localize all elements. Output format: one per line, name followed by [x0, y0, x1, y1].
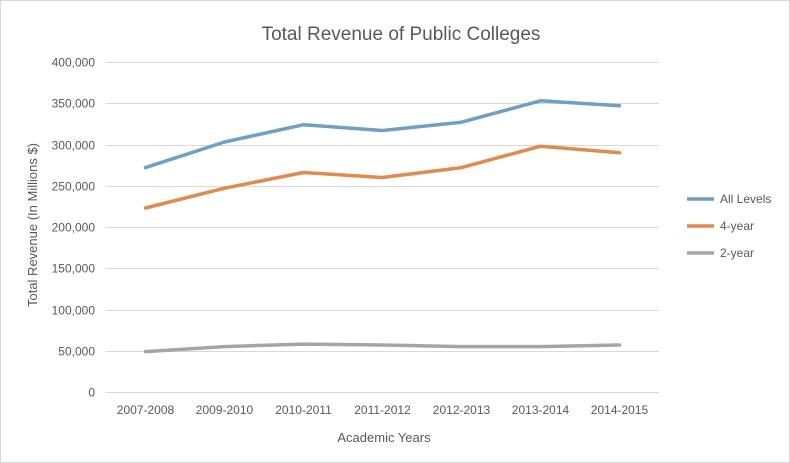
x-tick-label: 2010-2011 — [275, 403, 332, 417]
x-tick-label: 2007-2008 — [117, 403, 175, 417]
legend-label: 2-year — [720, 246, 754, 260]
y-axis-label: Total Revenue (In Millions $) — [25, 143, 40, 307]
y-tick-label: 250,000 — [52, 180, 96, 194]
legend: All Levels 4-year 2-year — [687, 192, 771, 260]
y-axis-ticks: 0 50,000 100,000 150,000 200,000 250,000 300,0… — [52, 56, 96, 400]
gridlines — [106, 62, 659, 393]
x-tick-label: 2009-2010 — [196, 403, 254, 417]
y-tick-label: 100,000 — [52, 304, 96, 318]
x-tick-label: 2014-2015 — [591, 403, 649, 417]
x-tick-label: 2012-2013 — [433, 403, 491, 417]
series-line-4-year — [143, 144, 622, 210]
y-tick-label: 300,000 — [52, 139, 96, 153]
y-tick-label: 0 — [88, 386, 95, 400]
series-line-2-year — [143, 342, 622, 354]
y-tick-label: 350,000 — [52, 97, 96, 111]
x-tick-label: 2013-2014 — [512, 403, 570, 417]
y-tick-label: 150,000 — [52, 262, 96, 276]
series-lines — [143, 99, 622, 354]
y-tick-label: 50,000 — [58, 345, 95, 359]
x-axis-ticks: 2007-2008 2009-2010 2010-2011 2011-2012 2012… — [117, 403, 649, 417]
y-tick-label: 400,000 — [52, 56, 96, 70]
series-line-all-levels — [143, 99, 622, 170]
y-tick-label: 200,000 — [52, 221, 96, 235]
legend-label: All Levels — [720, 192, 771, 206]
chart-title: Total Revenue of Public Colleges — [262, 24, 541, 45]
legend-label: 4-year — [720, 219, 754, 233]
x-tick-label: 2011-2012 — [354, 403, 411, 417]
x-axis-label: Academic Years — [337, 430, 431, 445]
